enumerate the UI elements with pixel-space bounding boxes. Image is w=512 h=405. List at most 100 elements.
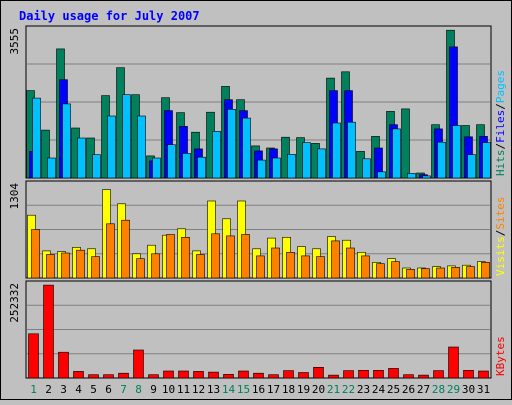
bar-hits-day-2 [41,129,50,179]
bar-sites-day-18 [286,252,295,279]
legend-slash: / [494,103,507,110]
day-label-28: 28 [432,383,445,396]
day-label-14: 14 [222,383,236,396]
bar-pages-day-5 [92,154,101,179]
bar-sites-day-7 [121,219,130,279]
bar-kbytes-day-2 [43,284,54,379]
bar-sites-day-23 [361,255,370,279]
bar-sites-day-5 [91,256,100,279]
day-label-8: 8 [135,383,142,396]
bar-kbytes-day-10 [163,370,174,379]
day-label-29: 29 [447,383,460,396]
bar-pages-day-12 [197,156,206,179]
bar-sites-day-24 [376,263,385,279]
bar-sites-day-29 [451,266,460,279]
bar-pages-day-29 [452,125,461,179]
chart-title: Daily usage for July 2007 [19,9,200,23]
legend-visits: Visits [494,236,507,276]
bar-sites-day-2 [46,254,55,279]
panel-kbytes: 252332 KBytes [8,280,507,379]
bar-kbytes-day-19 [298,372,309,379]
bar-sites-day-25 [391,261,400,279]
bar-pages-day-14 [227,109,236,179]
day-label-23: 23 [357,383,370,396]
bar-kbytes-day-23 [358,369,369,379]
bar-sites-day-14 [226,235,235,279]
legend-pages: Pages [494,70,507,103]
panel-max-label: 252332 [8,283,21,323]
bar-pages-day-9 [152,157,161,179]
bar-sites-day-9 [151,253,160,279]
bar-sites-day-26 [406,269,415,279]
bar-pages-day-22 [347,121,356,179]
day-labels: 1 2 3 4 5 6 7 8 9 10 11 12 13 14 15 16 17 18 19 20 21 22 23 24 2… [30,383,490,396]
bar-kbytes-day-27 [418,374,429,379]
bar-kbytes-day-29 [448,346,459,379]
day-label-1: 1 [30,383,37,396]
bar-kbytes-day-22 [343,370,354,379]
bar-pages-day-21 [332,122,341,179]
bar-sites-day-13 [211,233,220,279]
day-label-15: 15 [237,383,250,396]
bar-sites-day-4 [76,249,85,279]
bar-pages-day-30 [467,154,476,179]
bar-sites-day-20 [316,256,325,279]
bar-kbytes-day-20 [313,366,324,379]
bar-sites-day-22 [346,247,355,279]
bar-pages-day-7 [122,94,131,179]
bar-kbytes-day-24 [373,369,384,379]
day-label-22: 22 [342,383,355,396]
panel-max-label: 3555 [8,28,21,55]
bar-kbytes-day-13 [208,371,219,379]
day-label-9: 9 [150,383,157,396]
legend-files: Files [494,110,507,143]
legend-hits: Hits [494,150,507,177]
bar-hits-day-26 [401,108,410,179]
bar-sites-day-21 [331,240,340,279]
day-label-16: 16 [252,383,265,396]
day-label-5: 5 [90,383,97,396]
bar-sites-day-27 [421,268,430,279]
bar-sites-day-17 [271,247,280,279]
bar-sites-day-12 [196,254,205,279]
bar-kbytes-day-25 [388,368,399,379]
bar-kbytes-day-14 [223,373,234,379]
bar-kbytes-day-6 [103,374,114,379]
bar-kbytes-day-7 [118,372,129,379]
day-label-2: 2 [45,383,52,396]
day-label-12: 12 [192,383,205,396]
bar-sites-day-1 [31,229,40,279]
panel-legend: Hits/Files/Pages [494,70,507,176]
bar-pages-day-20 [317,148,326,179]
bar-pages-day-13 [212,131,221,179]
bar-kbytes-day-16 [253,372,264,379]
day-label-4: 4 [75,383,82,396]
bar-kbytes-day-9 [148,374,159,379]
bar-kbytes-day-8 [133,349,144,379]
day-label-11: 11 [177,383,190,396]
bar-sites-day-28 [436,267,445,279]
day-label-6: 6 [105,383,112,396]
bar-kbytes-day-31 [478,370,489,379]
day-label-18: 18 [282,383,295,396]
panel-visits_sites: 1304 Visits/Sites [8,180,507,279]
panel-legend: KBytes [494,336,507,376]
day-label-30: 30 [462,383,475,396]
bar-pages-day-3 [62,103,71,179]
day-label-21: 21 [327,383,340,396]
bar-kbytes-day-21 [328,374,339,379]
bar-kbytes-day-30 [463,369,474,379]
panels: 3555Hits/Files/Pages1304Visits/Sites2523… [8,25,507,379]
bar-pages-day-24 [377,171,386,179]
bar-sites-day-6 [106,223,115,279]
bar-pages-day-16 [257,159,266,179]
bar-sites-day-30 [466,266,475,279]
bar-pages-day-23 [362,158,371,179]
day-label-24: 24 [372,383,386,396]
day-label-17: 17 [267,383,280,396]
panel-legend: Visits/Sites [494,197,507,277]
bar-sites-day-19 [301,255,310,279]
legend-kbytes: KBytes [494,336,507,376]
bar-kbytes-day-28 [433,370,444,379]
